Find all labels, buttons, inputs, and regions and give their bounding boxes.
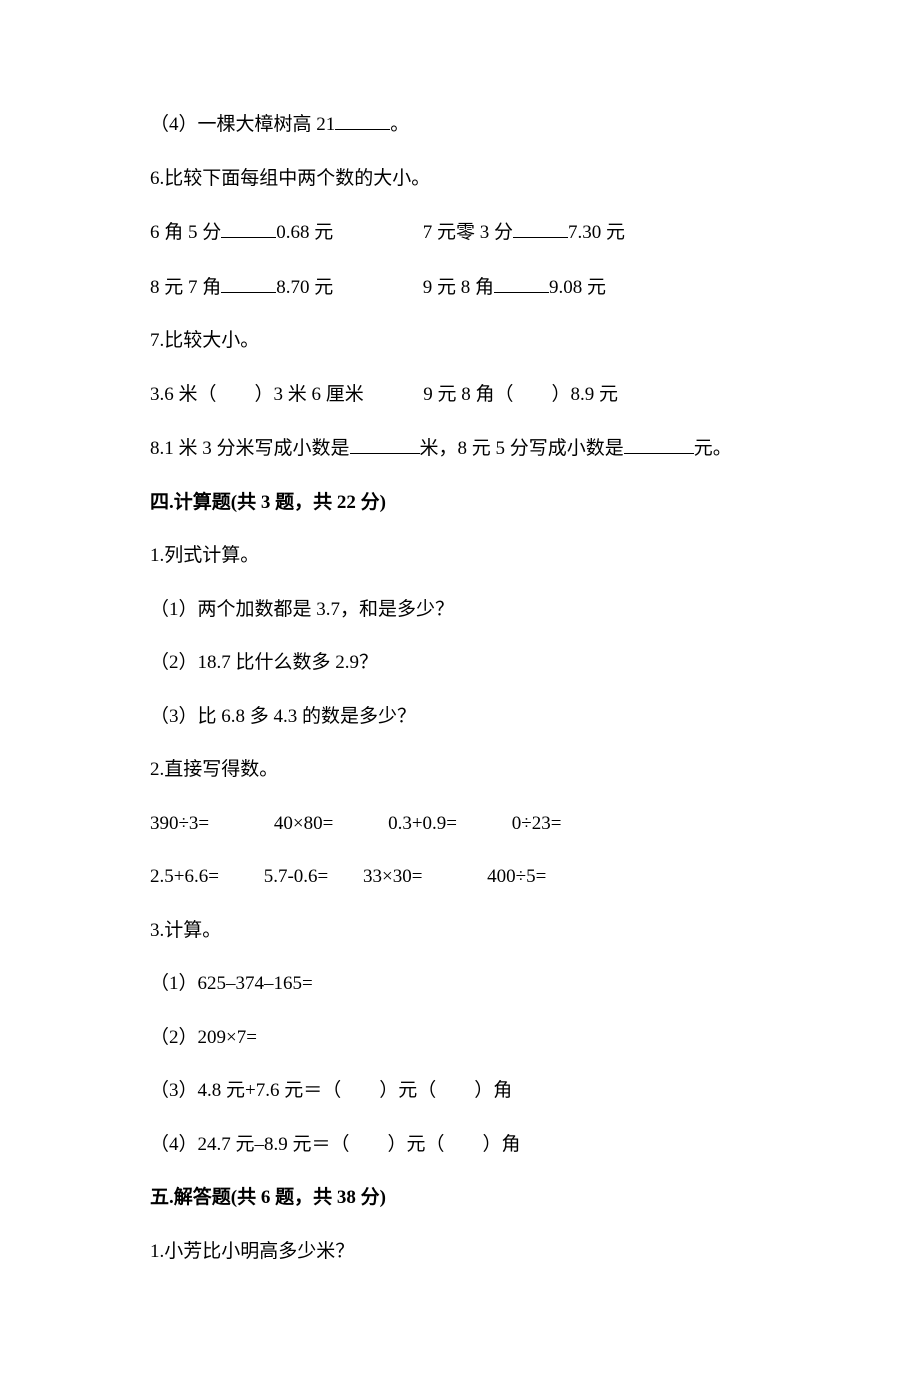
s4-q1-3: （3）比 6.8 多 4.3 的数是多少？ [150,703,770,732]
s5-q1: 1.小芳比小明高多少米？ [150,1238,770,1267]
q6-r2-a-post: 8.70 元 [276,277,333,298]
s4-q1-1: （1）两个加数都是 3.7，和是多少？ [150,596,770,625]
q5-sub4-text: （4）一棵大樟树高 21 [150,114,335,135]
s4-q2-row1: 390÷3= 40×80= 0.3+0.9= 0÷23= [150,810,770,839]
blank[interactable] [350,434,420,454]
s4-q2-r1-c: 0.3+0.9= [388,813,457,834]
s4-q2-r1-d: 0÷23= [512,813,562,834]
s4-q2-stem: 2.直接写得数。 [150,756,770,785]
s4-q2-r2-c: 33×30= [363,866,422,887]
s4-q1-stem: 1.列式计算。 [150,542,770,571]
q8-a: 8.1 米 3 分米写成小数是 [150,438,350,459]
s4-q3-3: （3）4.8 元+7.6 元＝（ ）元（ ）角 [150,1077,770,1106]
s4-q2-row2: 2.5+6.6= 5.7-0.6= 33×30= 400÷5= [150,863,770,892]
q8: 8.1 米 3 分米写成小数是 米，8 元 5 分写成小数是 元。 [150,434,770,464]
q6-r2-b-pre: 9 元 8 角 [423,277,494,298]
q6-stem: 6.比较下面每组中两个数的大小。 [150,165,770,194]
s4-q2-r2-b: 5.7-0.6= [264,866,329,887]
q7-item-a: 3.6 米（ ）3 米 6 厘米 [150,384,364,405]
q6-row2: 8 元 7 角 8.70 元 9 元 8 角 9.08 元 [150,273,770,303]
q7-stem: 7.比较大小。 [150,327,770,356]
q8-b: 米，8 元 5 分写成小数是 [420,438,624,459]
q7-item-b: 9 元 8 角（ ）8.9 元 [423,384,618,405]
period: 。 [390,114,409,135]
s4-q3-2: （2）209×7= [150,1024,770,1053]
q6-r1-a-post: 0.68 元 [276,222,333,243]
section-4-heading: 四.计算题(共 3 题，共 22 分) [150,489,770,518]
q8-c: 元。 [694,438,732,459]
s4-q1-2: （2）18.7 比什么数多 2.9？ [150,649,770,678]
s4-q3-1: （1）625–374–165= [150,970,770,999]
blank[interactable] [221,218,276,238]
blank[interactable] [624,434,694,454]
q5-sub4: （4）一棵大樟树高 21 。 [150,110,770,140]
blank[interactable] [494,273,549,293]
q6-row1: 6 角 5 分 0.68 元 7 元零 3 分 7.30 元 [150,218,770,248]
q6-r1-b-post: 7.30 元 [568,222,625,243]
q6-r2-b-post: 9.08 元 [549,277,606,298]
s4-q2-r2-d: 400÷5= [487,866,546,887]
worksheet-page: （4）一棵大樟树高 21 。 6.比较下面每组中两个数的大小。 6 角 5 分 0.… [0,0,920,1381]
section-5-heading: 五.解答题(共 6 题，共 38 分) [150,1184,770,1213]
blank[interactable] [513,218,568,238]
blank[interactable] [335,110,390,130]
s4-q3-4: （4）24.7 元–8.9 元＝（ ）元（ ）角 [150,1131,770,1160]
s4-q2-r1-a: 390÷3= [150,813,209,834]
s4-q2-r1-b: 40×80= [274,813,333,834]
blank[interactable] [221,273,276,293]
q6-r1-a-pre: 6 角 5 分 [150,222,221,243]
s4-q3-stem: 3.计算。 [150,917,770,946]
q6-r2-a-pre: 8 元 7 角 [150,277,221,298]
q7-items: 3.6 米（ ）3 米 6 厘米 9 元 8 角（ ）8.9 元 [150,381,770,410]
q6-r1-b-pre: 7 元零 3 分 [423,222,513,243]
s4-q2-r2-a: 2.5+6.6= [150,866,219,887]
